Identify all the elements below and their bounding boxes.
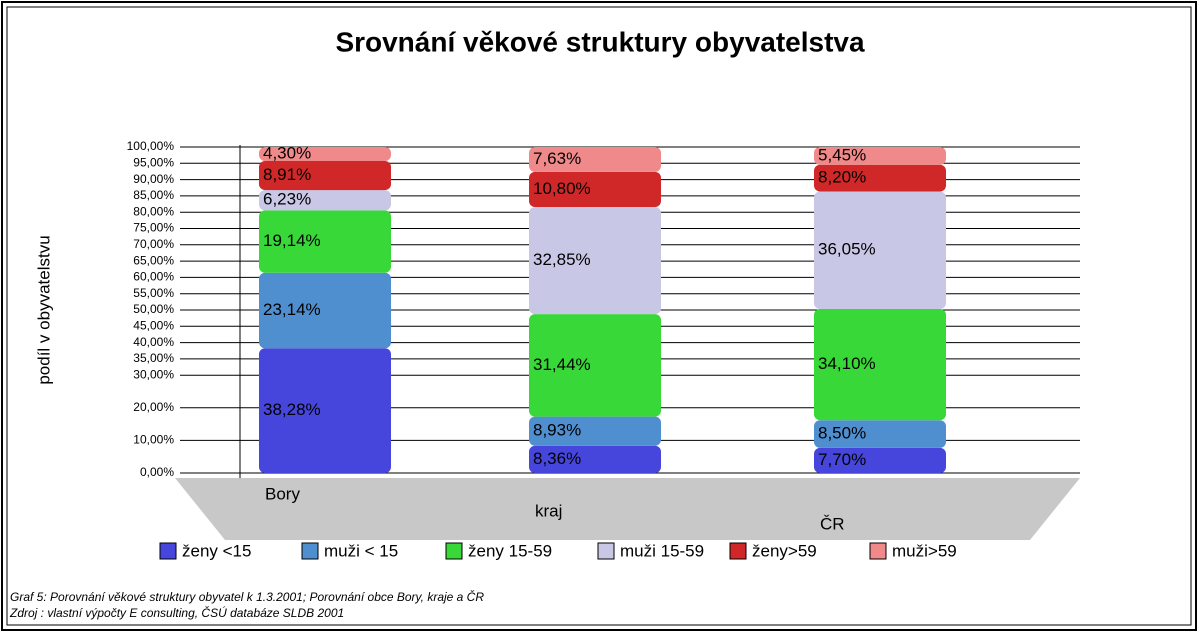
legend-label: muži < 15 bbox=[324, 541, 398, 560]
data-label: 34,10% bbox=[818, 354, 876, 373]
data-label: 31,44% bbox=[533, 355, 591, 374]
bar-segment bbox=[529, 416, 661, 446]
legend-label: ženy>59 bbox=[752, 541, 817, 560]
bar-segment bbox=[814, 147, 946, 165]
y-axis-label: podíl v obyvatelstvu bbox=[34, 235, 53, 384]
y-tick-label: 90,00% bbox=[133, 172, 174, 186]
x-tick-label: Bory bbox=[265, 484, 300, 503]
y-tick-label: 100,00% bbox=[127, 139, 175, 153]
floor bbox=[175, 478, 1080, 540]
chart-title: Srovnání věkové struktury obyvatelstva bbox=[335, 26, 865, 57]
data-label: 32,85% bbox=[533, 250, 591, 269]
data-label: 8,20% bbox=[818, 168, 866, 187]
data-label: 4,30% bbox=[263, 143, 311, 162]
y-tick-label: 40,00% bbox=[133, 335, 174, 349]
caption: Zdroj : vlastní výpočty E consulting, ČS… bbox=[9, 605, 344, 620]
bar-segment bbox=[529, 146, 661, 172]
y-tick-label: 50,00% bbox=[133, 302, 174, 316]
x-tick-label: kraj bbox=[535, 501, 562, 520]
data-label: 5,45% bbox=[818, 145, 866, 164]
y-tick-label: 60,00% bbox=[133, 270, 174, 284]
bar-segment bbox=[529, 445, 661, 473]
caption: Graf 5: Porovnání věkové struktury obyva… bbox=[10, 589, 484, 604]
data-label: 19,14% bbox=[263, 231, 321, 250]
y-tick-label: 80,00% bbox=[133, 204, 174, 218]
legend-swatch bbox=[301, 542, 319, 560]
data-label: 38,28% bbox=[263, 400, 321, 419]
legend-label: muži 15-59 bbox=[620, 541, 704, 560]
data-label: 8,50% bbox=[818, 424, 866, 443]
data-label: 8,91% bbox=[263, 165, 311, 184]
inner-border bbox=[6, 6, 1192, 626]
y-tick-label: 70,00% bbox=[133, 237, 174, 251]
bar-segment bbox=[259, 147, 391, 162]
legend-label: ženy <15 bbox=[182, 541, 251, 560]
data-label: 36,05% bbox=[818, 240, 876, 259]
bar-segment bbox=[529, 314, 661, 417]
legend-swatch bbox=[597, 542, 615, 560]
legend-swatch bbox=[159, 542, 177, 560]
y-tick-label: 65,00% bbox=[133, 253, 174, 267]
legend-label: muži>59 bbox=[892, 541, 957, 560]
y-tick-label: 20,00% bbox=[133, 400, 174, 414]
bar-segment bbox=[259, 161, 391, 191]
y-tick-label: 10,00% bbox=[133, 433, 174, 447]
data-label: 23,14% bbox=[263, 300, 321, 319]
bar-segment bbox=[259, 348, 391, 473]
y-tick-label: 0,00% bbox=[140, 465, 174, 479]
bar-segment bbox=[814, 309, 946, 421]
bar-segment bbox=[259, 272, 391, 349]
x-tick-label: ČR bbox=[820, 514, 845, 533]
y-tick-label: 85,00% bbox=[133, 188, 174, 202]
bar-segment bbox=[814, 447, 946, 473]
y-tick-label: 30,00% bbox=[133, 367, 174, 381]
data-label: 10,80% bbox=[533, 179, 591, 198]
data-label: 8,93% bbox=[533, 421, 581, 440]
y-tick-label: 95,00% bbox=[133, 155, 174, 169]
data-label: 7,70% bbox=[818, 450, 866, 469]
bar-segment bbox=[529, 171, 661, 208]
legend-swatch bbox=[445, 542, 463, 560]
bar-segment bbox=[259, 190, 391, 211]
data-label: 6,23% bbox=[263, 190, 311, 209]
legend-swatch bbox=[869, 542, 887, 560]
y-tick-label: 75,00% bbox=[133, 221, 174, 235]
bar-segment bbox=[259, 210, 391, 273]
legend-swatch bbox=[729, 542, 747, 560]
data-label: 8,36% bbox=[533, 449, 581, 468]
legend-label: ženy 15-59 bbox=[468, 541, 552, 560]
bar-segment bbox=[814, 420, 946, 448]
bar-segment bbox=[529, 207, 661, 315]
y-tick-label: 35,00% bbox=[133, 351, 174, 365]
y-tick-label: 45,00% bbox=[133, 318, 174, 332]
bar-segment bbox=[814, 191, 946, 310]
y-tick-label: 55,00% bbox=[133, 286, 174, 300]
bar-segment bbox=[814, 164, 946, 192]
data-label: 7,63% bbox=[533, 149, 581, 168]
